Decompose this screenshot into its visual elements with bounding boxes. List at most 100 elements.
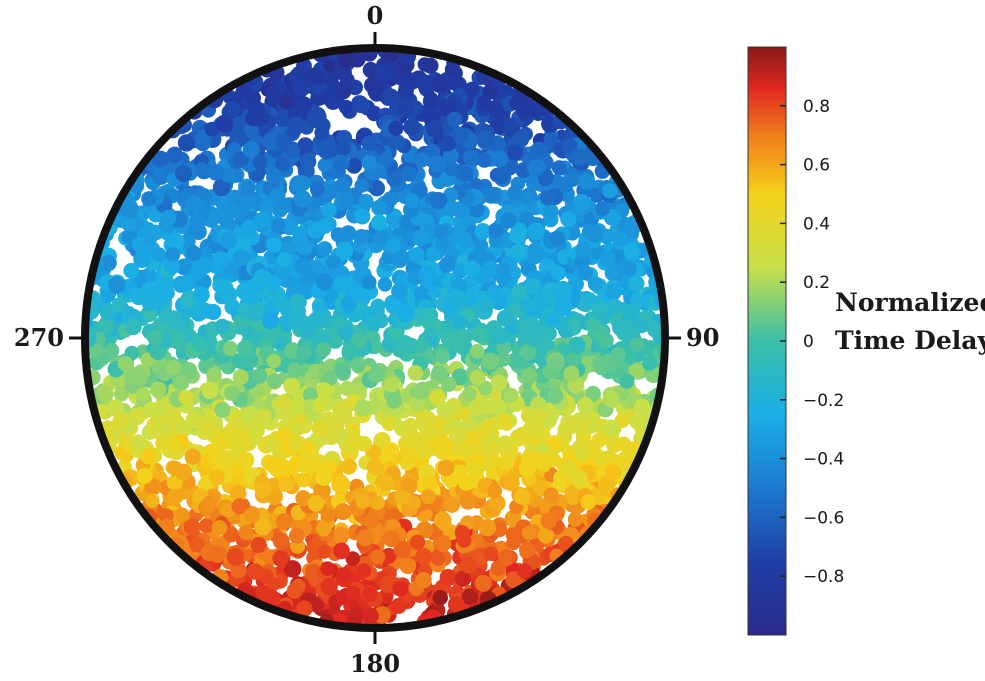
scatter-point xyxy=(270,218,286,234)
scatter-point xyxy=(276,297,291,312)
scatter-point xyxy=(238,524,254,541)
scatter-point xyxy=(621,260,638,277)
colorbar-title-line2: Time Delay xyxy=(835,326,985,355)
scatter-point xyxy=(236,340,254,357)
scatter-point xyxy=(293,190,311,208)
scatter-point xyxy=(492,166,511,185)
scatter-point xyxy=(571,148,588,166)
colorbar-tick-label: 0.6 xyxy=(803,156,830,176)
scatter-point xyxy=(130,288,148,306)
scatter-point xyxy=(398,80,415,96)
scatter-point xyxy=(250,536,267,554)
scatter-point xyxy=(367,366,385,384)
scatter-point xyxy=(498,414,515,431)
scatter-point xyxy=(527,249,543,265)
scatter-point xyxy=(421,476,438,492)
scatter-point xyxy=(629,414,645,430)
scatter-point xyxy=(306,221,324,239)
scatter-point xyxy=(266,373,283,389)
angle-label-0: 0 xyxy=(367,1,384,30)
scatter-point xyxy=(255,584,271,600)
scatter-point xyxy=(422,57,439,74)
scatter-point xyxy=(407,365,424,381)
scatter-point xyxy=(382,530,400,548)
scatter-point xyxy=(397,305,415,323)
scatter-point xyxy=(435,349,451,364)
scatter-point xyxy=(593,452,608,467)
scatter-point xyxy=(493,327,510,344)
scatter-point xyxy=(485,452,501,468)
scatter-point xyxy=(386,170,403,187)
scatter-point xyxy=(349,285,365,301)
scatter-point xyxy=(265,85,281,101)
scatter-point xyxy=(377,277,393,292)
scatter-point xyxy=(345,585,361,601)
scatter-point xyxy=(130,368,149,387)
scatter-point xyxy=(519,541,536,558)
scatter-point xyxy=(428,155,446,173)
scatter-point xyxy=(418,265,436,283)
scatter-point xyxy=(527,222,545,240)
scatter-point xyxy=(149,381,167,398)
scatter-point xyxy=(335,83,352,100)
scatter-point xyxy=(390,597,407,614)
scatter-point xyxy=(272,532,290,550)
scatter-point xyxy=(201,382,219,400)
scatter-point xyxy=(266,170,281,185)
scatter-point xyxy=(302,456,321,474)
scatter-point xyxy=(506,535,521,551)
scatter-point xyxy=(438,257,455,273)
scatter-point xyxy=(207,164,225,181)
scatter-point xyxy=(316,382,332,398)
scatter-point xyxy=(223,341,238,356)
scatter-point xyxy=(507,144,523,161)
scatter-point xyxy=(619,373,635,389)
scatter-point xyxy=(286,583,303,599)
scatter-point xyxy=(439,135,456,152)
scatter-point xyxy=(245,110,262,127)
scatter-point xyxy=(495,262,511,277)
scatter-point xyxy=(483,546,499,561)
scatter-point xyxy=(374,230,389,246)
scatter-point xyxy=(629,337,645,352)
scatter-point xyxy=(320,507,336,523)
scatter-point xyxy=(178,389,193,405)
scatter-point xyxy=(394,489,411,506)
scatter-point xyxy=(196,257,214,275)
scatter-point xyxy=(412,230,428,247)
scatter-point xyxy=(315,468,333,486)
scatter-point xyxy=(175,463,193,481)
scatter-point xyxy=(361,135,377,151)
scatter-point xyxy=(342,344,359,361)
scatter-point xyxy=(356,529,374,547)
scatter-point xyxy=(168,233,185,250)
scatter-point xyxy=(184,448,201,465)
colorbar-tick-label: −0.4 xyxy=(803,450,844,470)
scatter-point xyxy=(268,460,286,477)
scatter-point xyxy=(488,223,504,239)
scatter-point xyxy=(254,480,272,498)
scatter-point xyxy=(513,488,531,505)
colorbar-tick-label: 0.8 xyxy=(803,97,830,117)
scatter-point xyxy=(354,208,371,225)
scatter-point xyxy=(437,459,455,477)
scatter-point xyxy=(571,470,588,487)
scatter-point xyxy=(269,189,285,205)
scatter-point xyxy=(419,410,436,427)
scatter-point xyxy=(251,368,268,384)
scatter-point xyxy=(308,311,326,329)
scatter-point xyxy=(455,231,473,249)
scatter-point xyxy=(433,224,449,240)
scatter-point xyxy=(521,367,538,384)
scatter-point xyxy=(422,307,439,324)
scatter-point xyxy=(408,247,425,264)
scatter-point xyxy=(207,450,222,465)
scatter-point xyxy=(232,369,249,386)
scatter-point xyxy=(476,152,492,168)
scatter-point xyxy=(414,338,429,353)
scatter-point xyxy=(314,117,331,134)
scatter-point xyxy=(128,407,146,426)
scatter-point xyxy=(603,419,620,437)
scatter-point xyxy=(335,407,353,425)
scatter-point xyxy=(563,365,580,382)
